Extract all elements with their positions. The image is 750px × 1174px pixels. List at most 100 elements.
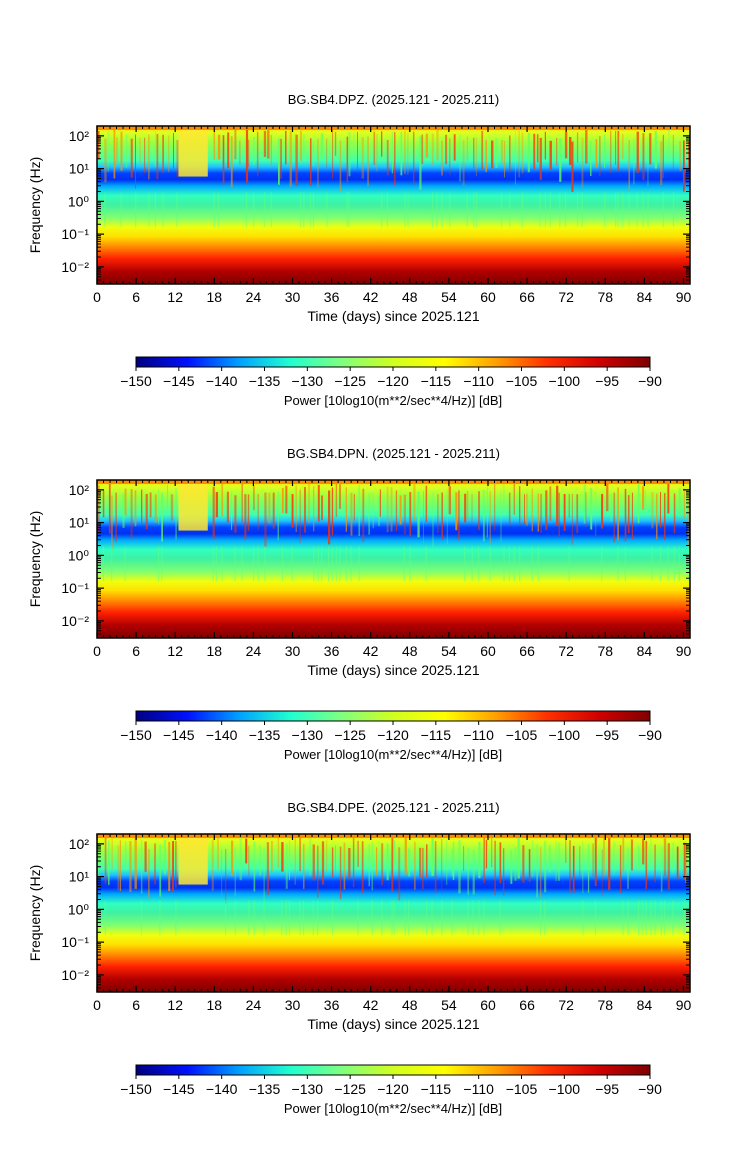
spectrogram-streak <box>455 492 458 531</box>
spectrogram-streak <box>581 137 584 188</box>
spectrogram-streak <box>582 841 584 894</box>
quiet-band <box>178 834 208 885</box>
x-tick-label: 84 <box>637 643 653 659</box>
spectrogram-streak <box>636 192 638 228</box>
spectrogram-streak <box>125 841 127 871</box>
spectrogram-streak <box>259 845 261 876</box>
spectrogram-streak <box>213 192 215 228</box>
spectrogram-streak <box>97 842 100 877</box>
spectrogram-streak <box>633 138 635 185</box>
x-axis-label: Time (days) since 2025.121 <box>307 308 479 324</box>
spectrogram-streak <box>348 848 351 879</box>
colorbar-tick-label: −140 <box>206 1081 238 1097</box>
spectrogram-streak <box>234 847 236 896</box>
spectrogram-streak <box>594 900 596 936</box>
spectrogram-streak <box>636 131 639 173</box>
colorbar-tick-label: −110 <box>463 1081 494 1097</box>
spectrogram-streak <box>134 838 137 889</box>
spectrogram-streak <box>221 546 223 582</box>
quiet-band <box>178 126 208 177</box>
spectrogram-streak <box>334 131 337 156</box>
colorbar-tick-label: −150 <box>120 373 152 389</box>
spectrogram-streak <box>558 492 560 537</box>
spectrogram-streak <box>441 192 443 228</box>
spectrogram-streak <box>135 192 137 228</box>
spectrogram-streak <box>549 486 552 521</box>
spectrogram-streak <box>281 546 284 582</box>
x-tick-label: 78 <box>597 643 613 659</box>
spectrogram-streak <box>462 140 465 186</box>
colorbar-tick-label: −145 <box>163 1081 195 1097</box>
spectrogram-streak <box>431 133 434 165</box>
x-tick-label: 78 <box>597 289 613 305</box>
spectrogram-streak <box>381 900 383 936</box>
spectrogram-streak <box>331 900 334 936</box>
colorbar-tick-label: −115 <box>421 373 452 389</box>
spectrogram-streak <box>391 900 393 936</box>
spectrogram-streak <box>162 134 164 173</box>
y-tick-label: 10¹ <box>69 869 90 885</box>
spectrogram-streak <box>312 900 314 936</box>
spectrogram-streak <box>211 839 214 891</box>
spectrogram-streak <box>381 192 383 228</box>
y-tick-label: 10⁻² <box>61 259 89 275</box>
spectrogram-streak <box>536 134 539 163</box>
spectrogram-streak <box>111 495 113 551</box>
colorbar-tick-label: −110 <box>463 373 494 389</box>
spectrogram-streak <box>289 131 292 187</box>
spectrogram-streak <box>645 900 647 936</box>
spectrogram-streak <box>226 491 229 523</box>
spectrogram-streak <box>539 846 542 898</box>
spectrogram-streak <box>115 137 118 164</box>
spectrogram-streak <box>436 129 439 161</box>
nyquist-band <box>97 480 690 484</box>
spectrogram-streak <box>163 839 166 875</box>
spectrogram-streak <box>466 192 468 228</box>
spectrogram-streak <box>606 483 609 512</box>
spectrogram-streak <box>231 491 233 530</box>
spectrogram-streak <box>217 134 221 160</box>
spectrogram-streak <box>595 489 597 536</box>
spectrogram-streak <box>603 837 605 876</box>
spectrogram-streak <box>519 546 521 582</box>
x-tick-label: 30 <box>285 997 301 1013</box>
spectrogram-streak <box>536 844 538 898</box>
colorbar-1: −150 −145 −140 −135 −130 −125 −120 −115 −110 −105… <box>120 356 662 408</box>
spectrogram-streak <box>446 489 448 544</box>
spectrogram-streak <box>326 192 328 228</box>
spectrogram-streak <box>576 494 579 533</box>
spectrogram-streak <box>631 492 633 540</box>
colorbar-tick-label: −150 <box>120 727 152 743</box>
spectrogram-streak <box>654 900 656 936</box>
spectrogram-streak <box>393 840 395 865</box>
spectrogram-streak <box>285 900 287 936</box>
y-axis-label: Frequency (Hz) <box>27 511 43 607</box>
spectrogram-streak <box>288 900 291 936</box>
spectrogram-streak <box>642 486 645 510</box>
spectrogram-streak <box>108 484 111 534</box>
spectrogram-streak <box>386 140 389 176</box>
colorbar-tick-label: −90 <box>638 727 662 743</box>
spectrogram-streak <box>544 131 546 160</box>
spectrogram-streak <box>576 132 579 163</box>
spectrogram-panel-3: BG.SB4.DPE. (2025.121 - 2025.211) 0 6 12 18 2… <box>27 800 691 1116</box>
spectrogram-streak <box>531 546 533 582</box>
spectrogram-streak <box>162 192 164 228</box>
spectrogram-streak <box>419 847 422 878</box>
spectrogram-streak <box>310 192 312 228</box>
spectrogram-streak <box>115 492 117 542</box>
spectrogram-streak <box>348 192 350 228</box>
spectrogram-streak <box>425 546 427 582</box>
colorbar-tick-label: −105 <box>506 727 538 743</box>
spectrogram-streak <box>170 494 174 521</box>
spectrogram-streak <box>601 849 603 897</box>
spectrogram-streak <box>321 841 325 885</box>
spectrogram-streak <box>213 130 216 160</box>
spectrogram-streak <box>400 132 403 176</box>
spectrogram-streak <box>624 488 627 542</box>
x-tick-label: 0 <box>93 289 101 305</box>
spectrogram-streak <box>494 483 496 531</box>
spectrogram-streak <box>339 846 342 900</box>
spectrogram-streak <box>317 138 319 188</box>
spectrogram-streak <box>622 133 624 160</box>
